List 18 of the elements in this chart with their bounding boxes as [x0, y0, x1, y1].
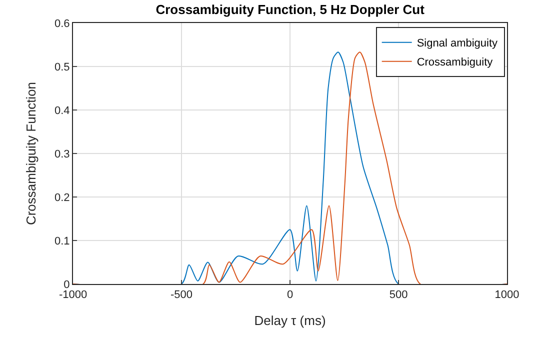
- chart-title: Crossambiguity Function, 5 Hz Doppler Cut: [156, 2, 426, 18]
- x-tick-label: 1000: [494, 289, 520, 302]
- x-tick-label: 0: [286, 289, 294, 302]
- y-tick-label: 0.6: [54, 18, 70, 30]
- x-tick-label: -500: [170, 289, 193, 302]
- x-tick-label: -1000: [58, 289, 88, 302]
- y-axis-title: Crossambiguity Function: [23, 82, 38, 226]
- x-tick-label: 500: [389, 289, 408, 302]
- x-axis-title: Delay τ (ms): [254, 312, 326, 328]
- line-series: [73, 52, 507, 284]
- y-tick-label: 0.2: [54, 192, 70, 204]
- y-tick-label: 0.4: [54, 104, 70, 117]
- y-tick-label: 0.5: [54, 61, 70, 74]
- legend-label: Crossambiguity: [416, 56, 494, 69]
- legend-label: Signal ambiguity: [416, 38, 498, 50]
- y-tick-label: 0.3: [54, 148, 70, 160]
- y-tick-label: 0: [64, 278, 70, 291]
- y-tick-label: 0.1: [54, 235, 70, 248]
